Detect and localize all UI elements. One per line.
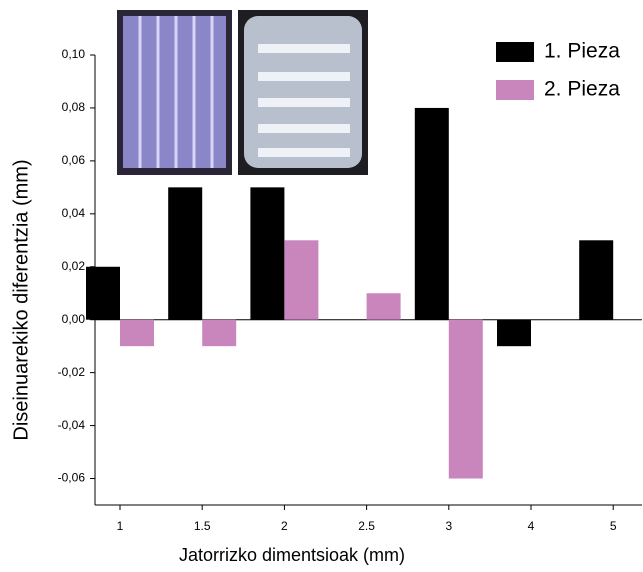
bar — [448, 319, 483, 479]
legend-swatch — [496, 80, 534, 100]
y-tick-label: 0,08 — [62, 100, 86, 114]
y-axis-label: Diseinuarekiko diferentzia (mm) — [10, 159, 32, 440]
legend-label: 1. Pieza — [544, 40, 620, 63]
bar — [120, 319, 154, 347]
bar — [366, 293, 401, 320]
bar — [86, 266, 120, 320]
y-tick-label: 0,02 — [62, 259, 86, 273]
legend-label: 2. Pieza — [544, 78, 620, 101]
bar — [284, 240, 319, 320]
x-tick-label: 2.5 — [358, 519, 375, 533]
bar — [202, 319, 237, 347]
y-tick-label: 0,00 — [62, 312, 86, 326]
y-tick-label: -0,06 — [58, 471, 86, 485]
y-tick-label: 0,04 — [62, 206, 86, 220]
y-tick-label: 0,10 — [62, 47, 86, 61]
x-axis-label: Jatorrizko dimentsioak (mm) — [179, 545, 405, 565]
x-tick-label: 1 — [117, 519, 124, 533]
bar — [497, 319, 531, 347]
x-tick-label: 5 — [610, 519, 617, 533]
y-tick-label: -0,04 — [58, 418, 86, 432]
bar — [250, 187, 285, 320]
x-tick-label: 1.5 — [194, 519, 211, 533]
legend-swatch — [496, 42, 534, 62]
y-tick-label: 0,06 — [62, 153, 86, 167]
bar — [579, 240, 614, 320]
y-tick-label: -0,02 — [58, 365, 86, 379]
bar — [414, 107, 449, 320]
x-tick-label: 2 — [281, 519, 288, 533]
photo-2-part — [244, 16, 362, 168]
bar — [168, 187, 203, 320]
photos — [117, 10, 368, 175]
x-tick-label: 3 — [445, 519, 452, 533]
x-tick-label: 4 — [528, 519, 535, 533]
